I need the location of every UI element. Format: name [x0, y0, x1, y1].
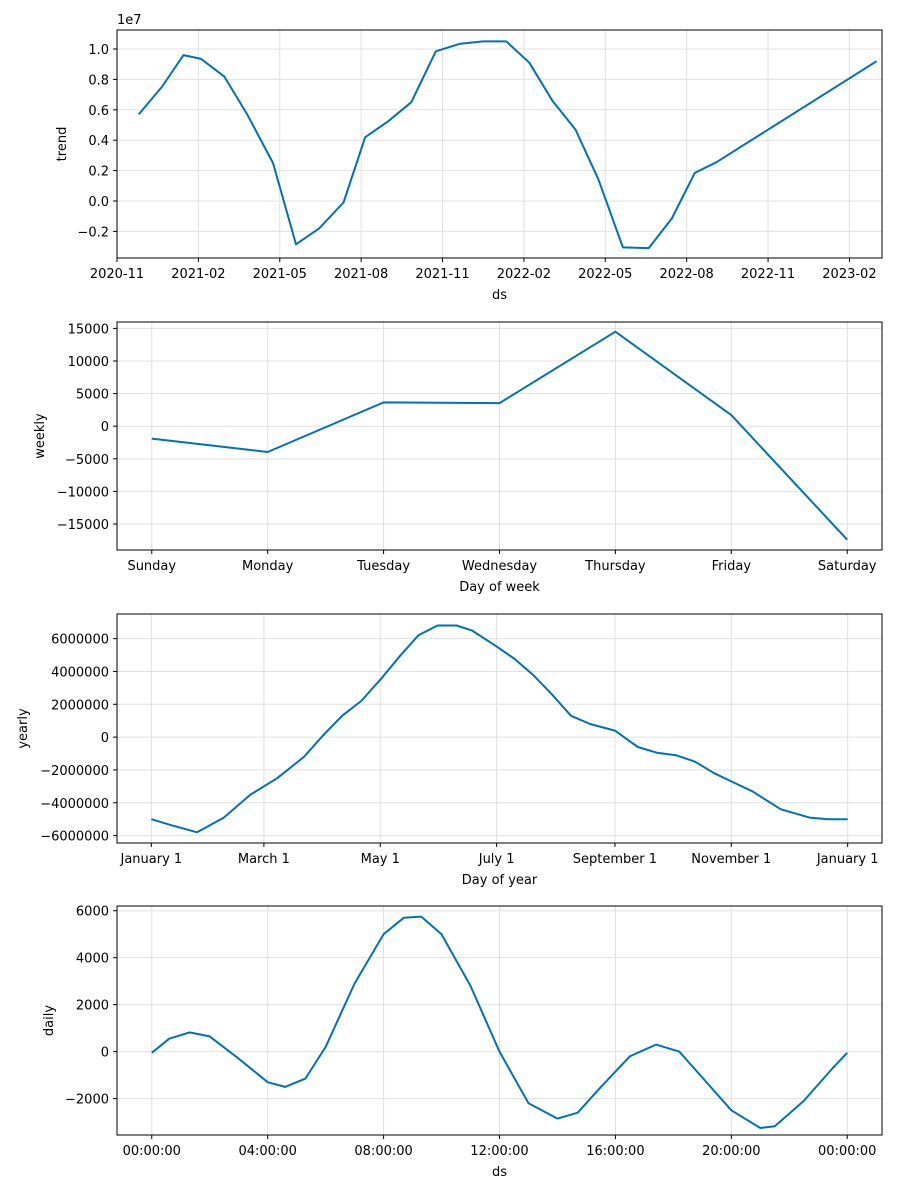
- x-tick-label: November 1: [691, 852, 771, 867]
- y-tick-label: 1.0: [88, 43, 109, 58]
- x-tick-label: September 1: [573, 852, 657, 867]
- x-tick-label: 2022-08: [660, 267, 714, 282]
- x-tick-label: Monday: [242, 559, 294, 574]
- y-axis-label: trend: [55, 127, 70, 162]
- y-tick-label: 5000: [76, 388, 109, 403]
- y-tick-label: 6000: [76, 905, 109, 920]
- x-tick-label: 2021-05: [253, 267, 307, 282]
- x-tick-label: Saturday: [818, 559, 877, 574]
- x-tick-label: 2022-05: [578, 267, 632, 282]
- x-tick-label: 2021-08: [334, 267, 388, 282]
- x-tick-label: 00:00:00: [818, 1144, 876, 1159]
- x-tick-label: Thursday: [584, 559, 646, 574]
- x-tick-label: 00:00:00: [123, 1144, 181, 1159]
- x-tick-label: 16:00:00: [586, 1144, 644, 1159]
- x-tick-label: July 1: [478, 852, 515, 867]
- y-tick-label: 0.8: [88, 73, 109, 88]
- x-tick-label: 2022-11: [741, 267, 795, 282]
- panel-trend: 2020-11 2021-02 2021-05 2021-08 2021-11 2022-…: [55, 13, 883, 303]
- y-tick-label: −2000: [65, 1093, 109, 1108]
- axes-frame: [116, 613, 883, 844]
- x-tick-label: 12:00:00: [470, 1144, 528, 1159]
- x-axis-label: Day of year: [462, 873, 538, 888]
- y-axis-label: daily: [42, 1005, 57, 1036]
- panel-daily: 00:00:00 04:00:00 08:00:00 12:00:00 16:00:00…: [42, 905, 883, 1180]
- series-line-daily: [151, 915, 848, 1129]
- x-tick-label: 04:00:00: [238, 1144, 296, 1159]
- x-tick-label: Sunday: [127, 559, 176, 574]
- y-tick-label: 10000: [68, 355, 109, 370]
- x-tick-label: Friday: [712, 559, 752, 574]
- x-tick-label: May 1: [361, 852, 400, 867]
- axes-frame: [116, 29, 883, 259]
- panel-yearly: January 1 March 1 May 1 July 1 September 1 No…: [16, 613, 883, 888]
- x-axis-label: Day of week: [459, 580, 540, 595]
- y-tick-label: −4000000: [40, 797, 109, 812]
- y-tick-label: 4000: [76, 952, 109, 967]
- y-tick-label: 4000000: [51, 665, 109, 680]
- series-line-trend: [137, 40, 878, 250]
- y-axis-label: yearly: [16, 708, 31, 749]
- y-tick-label: 0: [101, 420, 109, 435]
- y-tick-label: 0.6: [88, 104, 109, 119]
- x-tick-label: 2022-02: [497, 267, 551, 282]
- y-tick-label: 15000: [68, 322, 109, 337]
- y-tick-label: 2000: [76, 999, 109, 1014]
- y-tick-label: 2000000: [51, 698, 109, 713]
- panel-weekly: Sunday Monday Tuesday Wednesday Thursday Frid…: [33, 321, 883, 595]
- y-tick-label: 0: [101, 1046, 109, 1061]
- x-tick-label: 2021-11: [415, 267, 469, 282]
- x-tick-label: 2021-02: [171, 267, 225, 282]
- y-tick-label: −15000: [57, 518, 109, 533]
- x-axis-label: ds: [492, 1165, 507, 1180]
- y-tick-label: 0.4: [88, 134, 109, 149]
- x-tick-label: 2020-11: [90, 267, 144, 282]
- y-tick-label: −2000000: [40, 764, 109, 779]
- x-tick-label: March 1: [238, 852, 290, 867]
- x-tick-label: January 1: [119, 852, 182, 867]
- y-tick-label: −0.2: [77, 225, 109, 240]
- y-tick-label: 6000000: [51, 633, 109, 648]
- x-tick-label: 2023-02: [822, 267, 876, 282]
- series-line-yearly: [151, 624, 848, 834]
- y-tick-label: −6000000: [40, 830, 109, 845]
- y-tick-label: 0.0: [88, 195, 109, 210]
- y-axis-label: weekly: [33, 413, 48, 459]
- y-tick-label: −10000: [57, 485, 109, 500]
- x-tick-label: 20:00:00: [702, 1144, 760, 1159]
- x-tick-label: January 1: [816, 852, 879, 867]
- y-tick-label: 0: [101, 731, 109, 746]
- x-axis-label: ds: [492, 288, 507, 303]
- x-tick-label: 08:00:00: [354, 1144, 412, 1159]
- x-tick-label: Wednesday: [462, 559, 538, 574]
- y-tick-label: 0.2: [88, 165, 109, 180]
- y-offset-label: 1e7: [117, 13, 142, 28]
- series-line-weekly: [151, 330, 848, 541]
- y-tick-label: −5000: [65, 453, 109, 468]
- x-tick-label: Tuesday: [356, 559, 410, 574]
